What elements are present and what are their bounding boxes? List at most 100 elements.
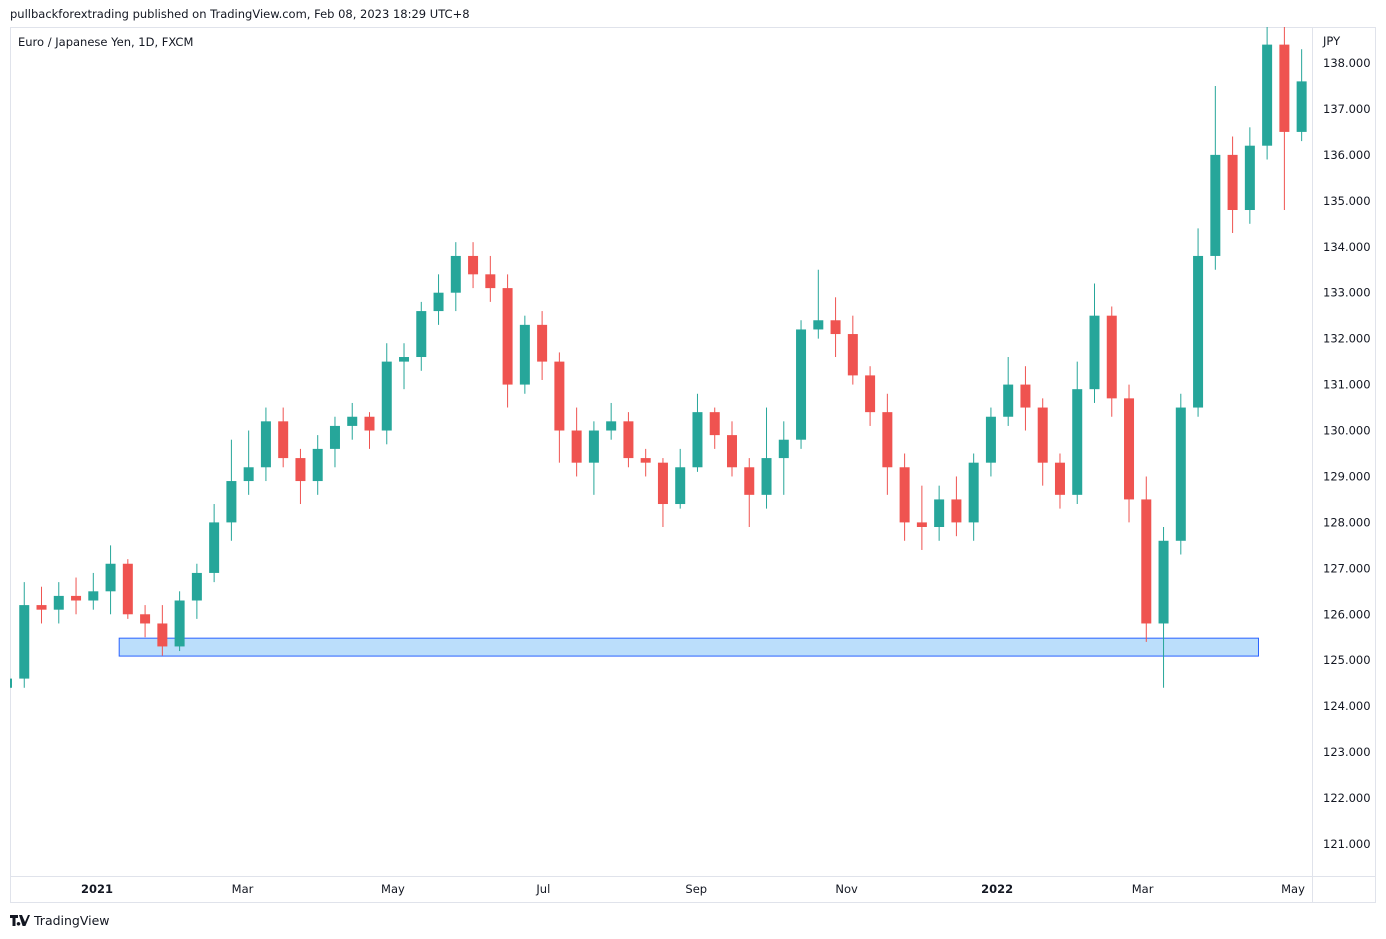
candle (278, 407, 289, 468)
candle-body (1020, 384, 1031, 408)
candle-body (813, 320, 824, 330)
candle (105, 545, 116, 615)
y-tick-label: 126.000 (1323, 607, 1371, 621)
candle (519, 315, 530, 394)
y-tick-label: 137.000 (1323, 102, 1371, 116)
candle (10, 678, 12, 688)
candle-body (433, 292, 444, 312)
candle-body (71, 595, 82, 601)
candle (226, 439, 237, 541)
candle (623, 412, 634, 468)
x-tick-label: Nov (835, 882, 858, 896)
candle (865, 366, 876, 426)
candle (1279, 27, 1290, 211)
symbol-title: Euro / Japanese Yen, 1D, FXCM (18, 35, 194, 49)
candle-body (623, 421, 634, 459)
candle (1175, 393, 1186, 555)
candle (312, 435, 323, 495)
candle (709, 407, 720, 449)
candle (468, 242, 479, 289)
candle-body (226, 481, 237, 523)
x-tick-label: Jul (535, 882, 550, 896)
candle (761, 407, 772, 509)
candle-body (709, 412, 720, 436)
candle (1054, 453, 1065, 509)
candle-body (191, 572, 202, 601)
y-tick-label: 125.000 (1323, 653, 1371, 667)
candle (1227, 136, 1238, 233)
publisher-line: pullbackforextrading published on Tradin… (10, 7, 470, 21)
candle (260, 407, 271, 482)
candle-body (243, 467, 254, 482)
candle-body (1175, 407, 1186, 541)
candle-body (399, 357, 410, 362)
candle (1193, 228, 1204, 417)
y-tick-label: 132.000 (1323, 332, 1371, 346)
y-tick-label: 123.000 (1323, 745, 1371, 759)
candle-body (260, 421, 271, 468)
candle-body (295, 458, 306, 482)
x-tick-label: Mar (1132, 882, 1154, 896)
tradingview-logo-icon (10, 915, 30, 926)
candle (847, 315, 858, 385)
candle (1124, 384, 1135, 523)
y-tick-label: 136.000 (1323, 148, 1371, 162)
candle (502, 274, 513, 408)
candle-body (588, 430, 599, 463)
candle-body (951, 499, 962, 523)
candle-body (1089, 315, 1100, 390)
candle (830, 297, 841, 358)
candle (1158, 526, 1169, 688)
y-tick-label: 127.000 (1323, 561, 1371, 575)
candle-body (778, 439, 789, 459)
candle-body (554, 361, 565, 431)
candle-body (571, 430, 582, 463)
candle-body (675, 467, 686, 505)
x-tick-label: 2021 (81, 882, 113, 896)
plot-area (10, 27, 1307, 688)
candle (554, 352, 565, 463)
candle (36, 586, 47, 624)
candle (19, 582, 30, 688)
tradingview-logo[interactable]: TradingView (10, 913, 110, 928)
candle (882, 393, 893, 495)
candle (726, 421, 737, 477)
candle (1037, 398, 1048, 486)
candle-body (312, 448, 323, 482)
candle (88, 572, 99, 610)
candle (571, 407, 582, 477)
candle-body (1227, 154, 1238, 211)
candle-body (1244, 145, 1255, 211)
candle-body (468, 255, 479, 275)
candle-body (865, 375, 876, 413)
candle-body (1158, 540, 1169, 624)
candle-body (347, 416, 358, 426)
candle (934, 485, 945, 541)
chart-frame (10, 27, 1376, 903)
candle-body (1124, 398, 1135, 500)
candle (657, 458, 668, 527)
candle-body (761, 458, 772, 495)
candle (209, 504, 220, 583)
candle-body (1279, 44, 1290, 132)
y-tick-label: 130.000 (1323, 424, 1371, 438)
x-tick-label: Mar (232, 882, 254, 896)
candle-body (830, 320, 841, 335)
candle (1072, 361, 1083, 505)
candle (174, 591, 185, 652)
candle (537, 311, 548, 380)
candle (295, 448, 306, 505)
candle-body (519, 324, 530, 385)
candle-body (140, 614, 151, 624)
candle (796, 320, 807, 449)
candle (968, 453, 979, 541)
candle (1141, 476, 1152, 642)
candle-body (19, 605, 30, 679)
candle-body (278, 421, 289, 459)
candle (916, 485, 927, 550)
candle-body (1003, 384, 1014, 417)
candle-body (899, 467, 910, 523)
candle (1244, 127, 1255, 224)
candle-body (744, 467, 755, 495)
